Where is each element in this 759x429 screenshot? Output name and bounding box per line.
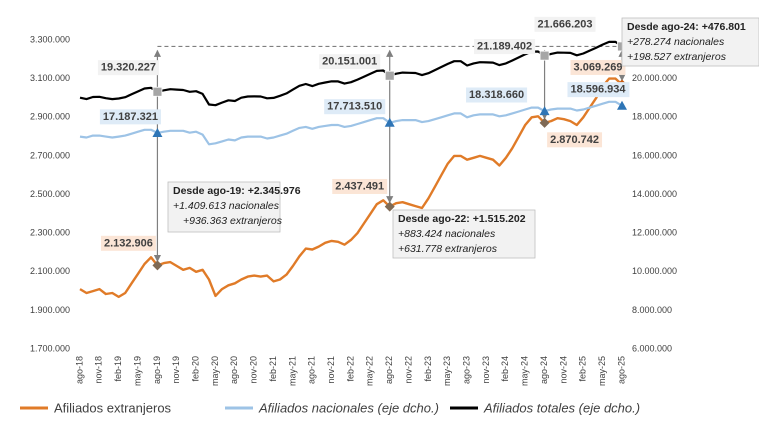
y2-tick-label: 12.000.000 — [632, 228, 677, 238]
x-tick-label: may-25 — [597, 356, 607, 386]
x-tick-label: ago-19 — [152, 356, 162, 384]
marker — [384, 201, 395, 212]
x-tick-label: may-19 — [132, 356, 142, 386]
value-label-bg — [97, 60, 159, 76]
annotation-text: Desde ago-22: +1.515.202 — [398, 213, 526, 225]
x-tick-label: feb-23 — [423, 356, 433, 382]
marker — [384, 70, 395, 81]
value-label: 2.132.906 — [104, 237, 153, 249]
y2-tick-label: 16.000.000 — [632, 150, 677, 160]
x-tick-label: feb-20 — [191, 356, 201, 382]
y-tick-label: 1.700.000 — [30, 343, 70, 353]
value-label-bg — [547, 132, 603, 148]
x-tick-label: ago-24 — [539, 356, 549, 384]
y-tick-label: 2.500.000 — [30, 189, 70, 199]
value-label-bg — [99, 109, 161, 125]
x-tick-label: feb-24 — [500, 356, 510, 382]
x-tick-label: may-21 — [287, 356, 297, 386]
y-tick-label: 1.900.000 — [30, 305, 70, 315]
x-tick-label: may-20 — [210, 356, 220, 386]
value-label-bg — [466, 87, 528, 103]
marker — [539, 50, 550, 61]
annotation-box — [392, 209, 536, 259]
y2-tick-label: 10.000.000 — [632, 266, 677, 276]
legend-label: Afiliados nacionales (eje dcho.) — [258, 400, 439, 415]
value-label: 18.318.660 — [469, 89, 524, 101]
series-line — [79, 100, 623, 146]
x-tick-label: may-22 — [365, 356, 375, 386]
marker — [152, 86, 163, 97]
annotation-text: +278.274 nacionales — [627, 36, 725, 48]
y-tick-label: 3.100.000 — [30, 73, 70, 83]
x-tick-label: feb-22 — [345, 356, 355, 382]
y-tick-label: 3.300.000 — [30, 34, 70, 44]
x-tick-label: nov-20 — [249, 356, 259, 384]
marker — [539, 117, 550, 128]
x-tick-label: nov-22 — [403, 356, 413, 384]
annotation-box — [621, 17, 759, 67]
value-label: 19.320.227 — [101, 62, 156, 74]
value-label-bg — [534, 16, 596, 32]
x-tick-label: feb-21 — [268, 356, 278, 382]
y-tick-label: 2.700.000 — [30, 150, 70, 160]
x-tick-label: ago-20 — [229, 356, 239, 384]
x-tick-label: nov-24 — [558, 356, 568, 384]
y2-tick-label: 8.000.000 — [632, 305, 672, 315]
y2-tick-label: 18.000.000 — [632, 112, 677, 122]
value-label-bg — [319, 54, 381, 70]
x-tick-label: ago-23 — [462, 356, 472, 384]
annotation-text: +1.409.613 nacionales — [173, 200, 280, 212]
annotation-text: Desde ago-24: +476.801 — [627, 21, 746, 33]
marker — [384, 117, 395, 127]
x-tick-label: feb-19 — [113, 356, 123, 382]
x-tick-label: ago-22 — [384, 356, 394, 384]
marker — [539, 106, 550, 116]
x-tick-label: may-24 — [520, 356, 530, 386]
y2-tick-label: 20.000.000 — [632, 73, 677, 83]
value-label-bg — [324, 99, 386, 115]
x-tick-label: ago-25 — [616, 356, 626, 384]
value-label-bg — [474, 39, 536, 55]
value-label-bg — [567, 82, 630, 98]
x-tick-label: ago-21 — [307, 356, 317, 384]
value-label: 2.437.491 — [335, 180, 384, 192]
legend-label: Afiliados totales (eje dcho.) — [483, 400, 640, 415]
annotation-text: +631.778 extranjeros — [398, 243, 498, 255]
y2-tick-label: 14.000.000 — [632, 189, 677, 199]
x-tick-label: nov-23 — [481, 356, 491, 384]
value-label: 17.713.510 — [327, 101, 382, 113]
x-tick-label: nov-19 — [171, 356, 181, 384]
value-label-bg — [100, 235, 156, 251]
value-label: 21.189.402 — [477, 41, 532, 53]
value-label: 21.666.203 — [537, 18, 592, 30]
value-label: 18.596.934 — [570, 84, 626, 96]
y-tick-label: 2.300.000 — [30, 228, 70, 238]
value-label: 20.151.001 — [322, 56, 377, 68]
y2-tick-label: 6.000.000 — [632, 343, 672, 353]
marker — [152, 260, 163, 271]
legend-label: Afiliados extranjeros — [54, 400, 172, 415]
value-label: 17.187.321 — [103, 111, 158, 123]
x-tick-label: feb-25 — [578, 356, 588, 382]
annotation-text: Desde ago-19: +2.345.976 — [173, 185, 301, 197]
annotation-text: +936.363 extranjeros — [183, 215, 283, 227]
x-tick-label: nov-18 — [94, 356, 104, 384]
x-tick-label: ago-18 — [74, 356, 84, 384]
value-label: 2.870.742 — [550, 134, 599, 146]
annotation-text: +883.424 nacionales — [398, 228, 496, 240]
annotation-box — [167, 181, 281, 233]
value-label-bg — [570, 59, 626, 75]
value-label: 3.069.269 — [574, 61, 623, 73]
marker — [152, 127, 163, 137]
y-tick-label: 2.100.000 — [30, 266, 70, 276]
series-line — [79, 77, 623, 299]
x-tick-label: nov-21 — [326, 356, 336, 384]
annotation-text: +198.527 extranjeros — [627, 51, 727, 63]
x-tick-label: may-23 — [442, 356, 452, 386]
marker — [617, 100, 627, 110]
value-label-bg — [332, 178, 388, 194]
y-tick-label: 2.900.000 — [30, 112, 70, 122]
